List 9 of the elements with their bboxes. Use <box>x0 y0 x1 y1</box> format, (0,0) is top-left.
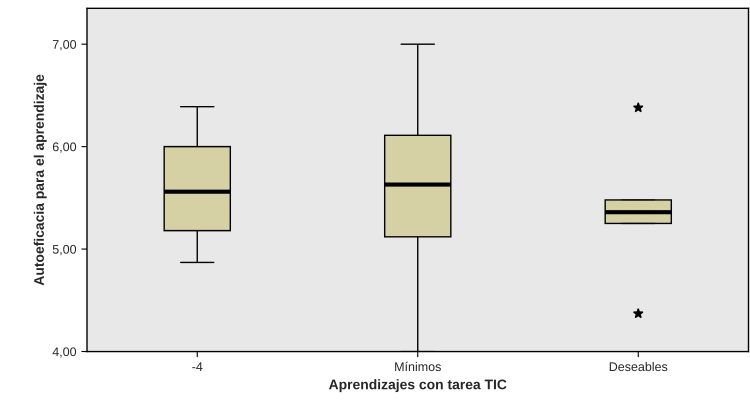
x-tick-label: Deseables <box>610 362 668 372</box>
y-tick-label: 4,00 <box>52 347 76 358</box>
y-tick-label: 5,00 <box>52 244 76 256</box>
x-tick-label: -4 <box>192 362 202 371</box>
x-tick-label: Mínimos <box>395 362 441 372</box>
x-axis-title: Aprendizajes con tarea TIC <box>328 379 507 392</box>
y-tick-label: 6,00 <box>52 142 76 153</box>
y-tick-label: 7,00 <box>52 40 76 50</box>
y-axis-title: Autoeficacia para el aprendizaje <box>34 74 47 286</box>
